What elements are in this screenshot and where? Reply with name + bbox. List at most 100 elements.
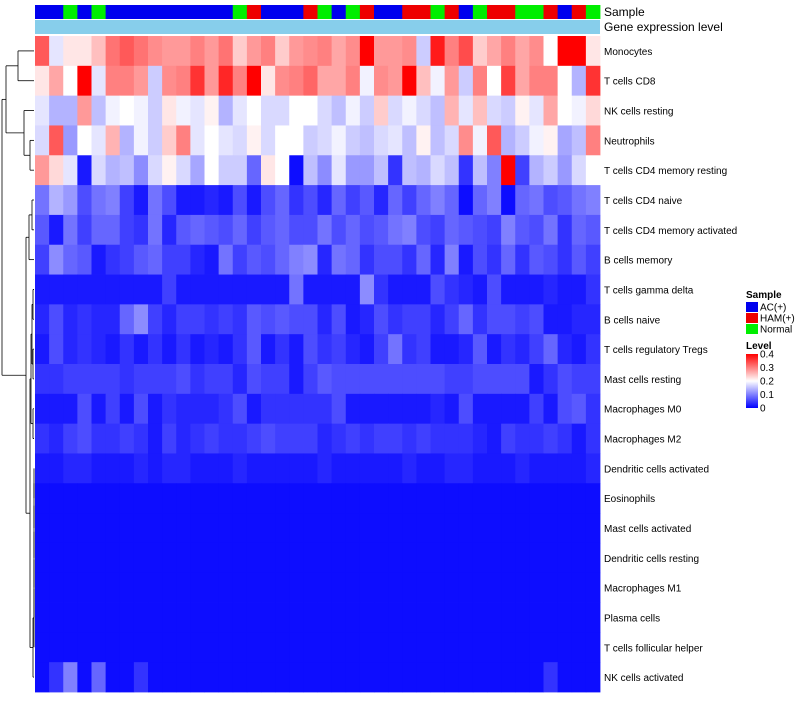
heatmap-cell	[204, 304, 220, 335]
heatmap-cell	[176, 244, 191, 275]
level-tick-label: 0.2	[760, 377, 774, 388]
row-label: Mast cells resting	[604, 375, 681, 386]
heatmap-cell	[133, 542, 149, 574]
heatmap-cell	[49, 274, 64, 305]
heatmap-cell	[416, 483, 431, 514]
heatmap-cell	[317, 423, 333, 454]
sample-annotation-cell	[557, 5, 573, 19]
heatmap-cell	[416, 423, 431, 454]
heatmap-cell	[119, 36, 135, 67]
heatmap-cell	[289, 423, 304, 454]
heatmap-cell	[204, 214, 220, 246]
heatmap-cell	[275, 513, 290, 544]
heatmap-cell	[416, 632, 431, 663]
row-dendrogram	[1, 50, 35, 678]
heatmap-cell	[317, 95, 333, 126]
heatmap-cell	[148, 36, 163, 67]
heatmap-cell	[515, 125, 530, 156]
heatmap-cell	[105, 662, 121, 693]
heatmap-cell	[444, 185, 460, 216]
row-label: T cells CD4 memory resting	[604, 166, 727, 177]
heatmap-cell	[444, 274, 460, 305]
heatmap-cell	[359, 185, 375, 216]
heatmap-cell	[331, 95, 347, 126]
heatmap-cell	[176, 304, 191, 335]
heatmap-cell	[133, 36, 149, 67]
heatmap-cell	[162, 304, 177, 335]
heatmap-cell	[176, 95, 191, 126]
heatmap-cell	[515, 244, 530, 275]
heatmap-cell	[148, 483, 163, 514]
heatmap-cell	[133, 513, 149, 544]
row-label: Monocytes	[604, 47, 652, 58]
heatmap-cell	[444, 453, 460, 484]
heatmap-cell	[190, 364, 205, 395]
heatmap-cell	[557, 662, 573, 693]
row-label: T cells CD8	[604, 77, 656, 88]
heatmap-cell	[585, 185, 601, 216]
heatmap-cell	[190, 95, 205, 126]
heatmap-cell	[359, 602, 375, 633]
heatmap-cell	[458, 632, 474, 663]
heatmap-cell	[35, 542, 50, 574]
heatmap-cell	[246, 95, 262, 126]
heatmap-cell	[359, 364, 375, 395]
heatmap-cell	[501, 453, 516, 484]
heatmap-cell	[359, 334, 375, 365]
heatmap-cell	[190, 483, 205, 514]
heatmap-cell	[388, 185, 403, 216]
heatmap-cell	[345, 453, 361, 484]
heatmap-cell	[487, 572, 502, 603]
heatmap-cell	[232, 602, 248, 633]
heatmap-cell	[261, 244, 276, 275]
heatmap-cell	[261, 214, 276, 246]
heatmap-cell	[275, 572, 290, 603]
heatmap-cell	[501, 572, 516, 603]
heatmap-cell	[232, 274, 248, 305]
heatmap-cell	[176, 393, 191, 425]
heatmap-cell	[388, 304, 403, 335]
heatmap-cell	[402, 393, 417, 425]
heatmap-cell	[444, 95, 460, 126]
heatmap-cell	[162, 632, 177, 663]
heatmap-cell	[232, 662, 248, 693]
heatmap-cell	[49, 65, 64, 97]
row-label: NK cells activated	[604, 673, 683, 684]
heatmap-cell	[331, 602, 347, 633]
heatmap-cell	[190, 423, 205, 454]
heatmap-cell	[176, 662, 191, 693]
heatmap-cell	[289, 453, 304, 484]
heatmap-cell	[388, 334, 403, 365]
sample-annotation-cell	[77, 5, 92, 19]
heatmap-cell	[388, 244, 403, 275]
heatmap-cell	[444, 513, 460, 544]
heatmap-cell	[246, 513, 262, 544]
heatmap-cell	[246, 542, 262, 574]
heatmap-cell	[105, 214, 121, 246]
heatmap-cell	[162, 155, 177, 186]
sample-annotation-cell	[176, 5, 191, 19]
heatmap-cell	[458, 393, 474, 425]
heatmap-cell	[176, 36, 191, 67]
heatmap-cell	[49, 214, 64, 246]
heatmap-cell	[91, 364, 107, 395]
heatmap-cell	[416, 95, 431, 126]
heatmap-cell	[77, 393, 92, 425]
heatmap-cell	[190, 304, 205, 335]
heatmap-cell	[501, 214, 516, 246]
level-legend-title: Level	[746, 341, 772, 352]
heatmap-cell	[275, 214, 290, 246]
heatmap-cell	[487, 36, 502, 67]
heatmap-cell	[35, 453, 50, 484]
heatmap-cell	[557, 214, 573, 246]
heatmap-cell	[119, 95, 135, 126]
heatmap-cell	[148, 185, 163, 216]
heatmap-cell	[49, 513, 64, 544]
heatmap-cell	[49, 364, 64, 395]
heatmap-cell	[543, 423, 559, 454]
sample-annotation-cell	[472, 5, 488, 19]
heatmap-cell	[557, 95, 573, 126]
heatmap-cell	[133, 95, 149, 126]
heatmap-cell	[345, 185, 361, 216]
heatmap-cell	[472, 483, 488, 514]
